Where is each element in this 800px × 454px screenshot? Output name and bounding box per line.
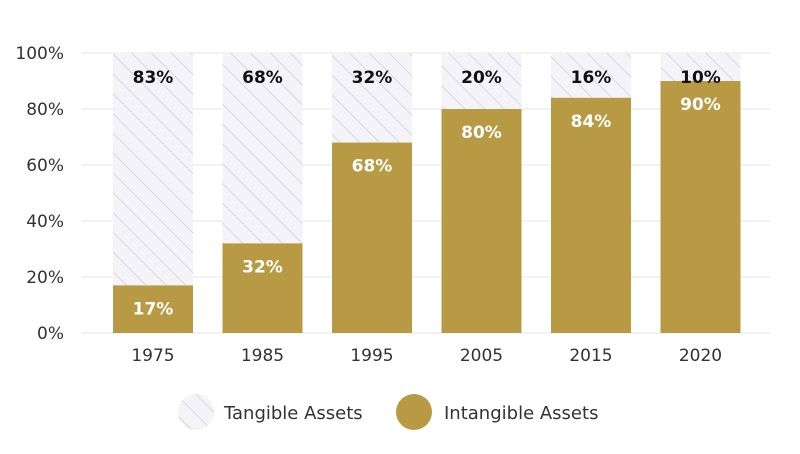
- x-tick-label: 2015: [569, 346, 612, 366]
- legend-swatch-intangible-assets: [396, 394, 432, 430]
- x-axis-ticks: 1975 1985 1995 2005 2015 2020: [131, 346, 722, 366]
- bars: [113, 53, 741, 333]
- legend-label-intangible-assets: Intangible Assets: [444, 403, 598, 424]
- data-label-intangible-1995: 68%: [352, 157, 393, 177]
- bar-intangible-1975: [113, 285, 193, 333]
- legend-swatch-tangible-assets: [178, 394, 214, 430]
- data-label-intangible-1975: 17%: [133, 299, 174, 319]
- data-label-tangible-2015: 16%: [571, 68, 612, 88]
- bar-tangible-2005: [441, 53, 522, 109]
- data-labels: 83% 17% 68% 32% 32% 68% 20% 80% 16% 84% 10% 90%: [133, 68, 721, 319]
- x-tick-label: 2005: [460, 346, 503, 366]
- bar-intangible-2015: [551, 97, 631, 333]
- bar-intangible-2005: [441, 109, 522, 333]
- data-label-intangible-2015: 84%: [571, 112, 612, 132]
- y-tick-label: 80%: [26, 100, 64, 120]
- bar-intangible-1985: [222, 243, 303, 333]
- data-label-intangible-2020: 90%: [680, 95, 721, 115]
- data-label-tangible-1995: 32%: [352, 68, 393, 88]
- bar-tangible-1985: [222, 53, 303, 244]
- legend-label-tangible-assets: Tangible Assets: [223, 403, 363, 424]
- bar-intangible-1995: [332, 142, 412, 333]
- data-label-intangible-1985: 32%: [242, 257, 283, 277]
- bar-tangible-1995: [332, 53, 412, 143]
- data-label-tangible-1985: 68%: [242, 68, 283, 88]
- x-tick-label: 2020: [679, 346, 722, 366]
- data-label-intangible-2005: 80%: [461, 123, 502, 143]
- y-tick-label: 20%: [26, 268, 64, 288]
- y-tick-label: 100%: [15, 44, 64, 64]
- data-label-tangible-1975: 83%: [133, 68, 174, 88]
- y-tick-label: 0%: [37, 324, 64, 344]
- grid-lines: [82, 52, 770, 334]
- data-label-tangible-2020: 10%: [680, 68, 721, 88]
- y-tick-label: 60%: [26, 156, 64, 176]
- x-tick-label: 1995: [350, 346, 393, 366]
- y-axis-ticks: 0% 20% 40% 60% 80% 100%: [15, 44, 64, 344]
- x-tick-label: 1985: [241, 346, 284, 366]
- x-tick-label: 1975: [131, 346, 174, 366]
- bar-tangible-2020: [660, 53, 741, 81]
- bar-tangible-1975: [113, 53, 193, 286]
- y-tick-label: 40%: [26, 212, 64, 232]
- bar-tangible-2015: [551, 53, 631, 98]
- bar-intangible-2020: [660, 81, 741, 333]
- data-label-tangible-2005: 20%: [461, 68, 502, 88]
- legend: Tangible Assets Intangible Assets: [178, 394, 598, 430]
